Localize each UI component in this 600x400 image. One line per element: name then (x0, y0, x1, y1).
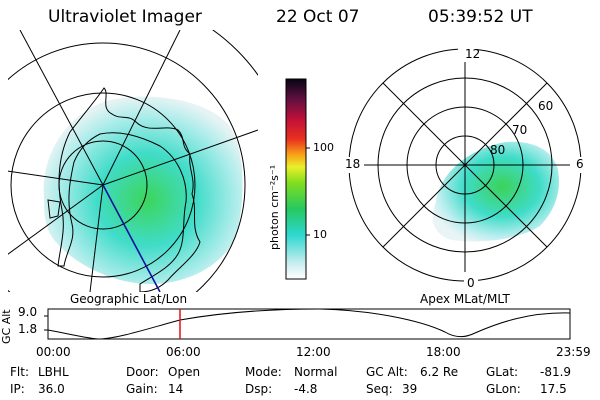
mode-value: Normal (294, 365, 338, 379)
mlt-label-6: 6 (576, 157, 584, 171)
colorbar-tick-100: 100 (313, 141, 334, 154)
ip-label: IP: (10, 382, 25, 396)
dsp-label: Dsp: (245, 382, 273, 396)
app-title: Ultraviolet Imager (48, 7, 202, 27)
colorbar-unit-label: photon cm⁻²s⁻¹ (268, 165, 281, 250)
geographic-aurora-image (43, 96, 243, 284)
gcalt-value: 6.2 Re (420, 365, 459, 379)
time-tick-1800: 18:00 (426, 345, 461, 359)
mlt-label-18: 18 (345, 157, 361, 171)
meridian-line (102, 129, 258, 186)
glon-label: GLon: (486, 382, 521, 396)
mode-label: Mode: (245, 365, 282, 379)
mlat-label-80: 80 (490, 143, 506, 157)
meridian-line (89, 184, 104, 292)
time-tick-1200: 12:00 (296, 345, 331, 359)
right-map-caption: Apex MLat/MLT (420, 292, 510, 306)
time-tick-0000: 00:00 (36, 345, 71, 359)
mlt-label-12: 12 (465, 47, 481, 61)
coastline (57, 87, 201, 292)
door-value: Open (168, 365, 201, 379)
terminator-line (102, 184, 161, 292)
time-tick-2359: 23:59 (556, 345, 591, 359)
glon-value: 17.5 (540, 382, 567, 396)
meridian-line (19, 30, 104, 186)
latitude-circle (58, 140, 148, 230)
time-label: 05:39:52 UT (428, 7, 533, 27)
gcalt-label: GC Alt: (366, 365, 408, 379)
mlat-label-70: 70 (512, 123, 528, 137)
altitude-curve (47, 308, 571, 340)
meridian-line (8, 184, 104, 255)
gain-label: Gain: (126, 382, 158, 396)
glat-label: GLat: (486, 365, 519, 379)
altitude-tick-1-8: 1.8 (18, 322, 38, 336)
date-label: 22 Oct 07 (276, 7, 360, 27)
mlt-label-0: 0 (467, 276, 475, 290)
coastline (47, 199, 61, 219)
geographic-map (8, 30, 258, 292)
door-label: Door: (126, 365, 159, 379)
altitude-axis-label: GC Alt (0, 309, 13, 344)
meridian-line (8, 170, 104, 186)
time-tick-0600: 06:00 (166, 345, 201, 359)
seq-value: 39 (402, 382, 418, 396)
meridian-line (102, 30, 181, 186)
altitude-plot: GC Alt (0, 308, 571, 344)
dsp-value: -4.8 (294, 382, 318, 396)
colorbar-gradient (285, 78, 307, 280)
polar-aurora-image (432, 141, 560, 242)
altitude-tick-9: 9.0 (18, 305, 38, 319)
polar-mlat-mlt-plot (342, 48, 586, 286)
left-map-caption: Geographic Lat/Lon (70, 292, 188, 306)
latitude-circle (10, 92, 196, 278)
colorbar-tick-10: 10 (313, 228, 327, 241)
ip-value: 36.0 (38, 382, 65, 396)
mlat-label-60: 60 (538, 99, 554, 113)
glat-value: -81.9 (540, 365, 572, 379)
seq-label: Seq: (366, 382, 393, 396)
flt-value: LBHL (38, 365, 69, 379)
gain-value: 14 (168, 382, 184, 396)
flt-label: Flt: (10, 365, 29, 379)
latitude-circle (8, 42, 246, 292)
mlt-line-diagonal (382, 82, 548, 248)
colorbar: photon cm⁻²s⁻¹ (268, 78, 310, 280)
